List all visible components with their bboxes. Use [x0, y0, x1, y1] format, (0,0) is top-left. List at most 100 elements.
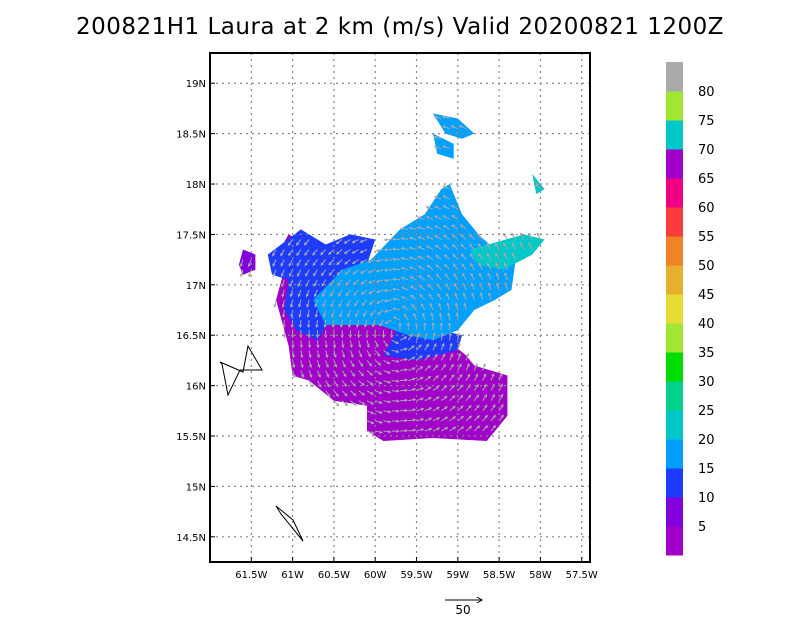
wind-vector-77 [325, 360, 329, 368]
wind-vector-277 [416, 397, 425, 402]
wind-vector-177 [375, 420, 384, 424]
wind-vector-218 [391, 379, 400, 383]
wind-vector-393 [441, 125, 450, 130]
wind-vector-194 [383, 430, 392, 434]
wind-vector-167 [364, 319, 368, 328]
wind-vector-107 [341, 380, 348, 387]
wind-vector-394 [441, 115, 450, 119]
wind-vector-469 [490, 373, 495, 381]
wind-vector-155 [351, 239, 359, 244]
wind-vector-380 [446, 292, 451, 301]
wind-vector-427 [462, 292, 467, 301]
wind-vector-139 [358, 400, 366, 406]
wind-vector-69 [313, 289, 318, 298]
wind-vector-7 [272, 249, 277, 257]
wind-vector-228 [383, 278, 392, 282]
wind-vector-88 [320, 249, 327, 256]
wind-vector-157 [366, 420, 375, 425]
wind-vector-236 [399, 398, 409, 403]
wind-vector-494 [511, 232, 517, 240]
wind-vector-342 [441, 406, 448, 412]
colorbar-label-0: 5 [698, 520, 706, 535]
wind-vector-499 [536, 232, 541, 240]
wind-vector-347 [440, 353, 446, 361]
wind-vector-262 [407, 333, 413, 341]
wind-vector-485 [494, 242, 500, 250]
wind-vector-156 [366, 430, 375, 435]
wind-vector-330 [428, 293, 434, 301]
wind-vector-256 [408, 398, 417, 402]
wind-vector-396 [457, 415, 465, 422]
wind-vector-271 [400, 247, 409, 251]
wind-vector-85 [321, 279, 327, 287]
wind-vector-382 [444, 273, 450, 281]
wind-vector-205 [379, 319, 384, 327]
wind-vector-118 [336, 269, 343, 276]
wind-vector-171 [360, 279, 368, 285]
wind-vector-150 [353, 289, 360, 296]
colorbar-label-11: 60 [698, 201, 715, 216]
wind-vector-423 [465, 373, 471, 381]
wind-vector-193 [367, 259, 376, 263]
coastline-outlines [219, 344, 304, 542]
colorbar-swatch-12 [666, 178, 683, 208]
wind-vector-34 [299, 340, 303, 349]
wind-vector-229 [383, 268, 392, 272]
wind-vector-419 [465, 415, 472, 422]
wind-region-7 [470, 234, 545, 270]
wind-vector-390 [442, 195, 450, 200]
wind-vector-3 [247, 259, 252, 268]
wind-vector-418 [465, 425, 473, 432]
wind-vector-357 [434, 254, 442, 260]
x-tick-label-7: 58W [529, 570, 552, 581]
wind-vector-363 [433, 195, 442, 200]
wind-vector-466 [490, 404, 496, 412]
wind-vector-48 [308, 350, 312, 359]
wind-vector-434 [460, 224, 467, 230]
colorbar-swatch-10 [666, 236, 683, 266]
wind-vector-410 [452, 263, 459, 271]
wind-vector-233 [399, 429, 409, 433]
wind-vector-421 [465, 394, 472, 402]
wind-vector-260 [408, 356, 416, 361]
wind-vector-28 [288, 259, 294, 267]
colorbar-swatch-8 [666, 294, 683, 324]
wind-vector-412 [451, 244, 459, 250]
wind-vector-0 [239, 269, 244, 278]
wind-vector-208 [375, 289, 384, 294]
wind-vector-386 [443, 234, 450, 240]
wind-vector-315 [417, 226, 425, 230]
wind-vector-370 [449, 395, 456, 402]
wind-vector-331 [427, 283, 434, 291]
wind-vector-401 [457, 363, 462, 371]
wind-vector-15 [280, 259, 285, 267]
wind-vector-252 [391, 237, 401, 241]
colorbar-label-13: 70 [698, 143, 715, 158]
wind-vector-473 [487, 262, 492, 270]
wind-vector-110 [341, 350, 346, 358]
wind-vector-42 [296, 259, 302, 267]
wind-vector-222 [391, 339, 399, 344]
wind-vector-200 [383, 370, 391, 374]
wind-vector-71 [313, 269, 318, 277]
wind-vector-209 [375, 279, 384, 283]
colorbar-swatch-4 [666, 410, 683, 440]
wind-vector-438 [473, 404, 480, 412]
x-tick-label-5: 59W [447, 570, 470, 581]
wind-vector-246 [392, 297, 401, 301]
colorbar-swatch-2 [666, 468, 683, 498]
wind-vector-445 [470, 272, 475, 281]
wind-vector-319 [432, 406, 440, 412]
wind-vector-452 [482, 404, 488, 412]
wind-vector-462 [477, 243, 483, 250]
wind-vector-243 [398, 322, 402, 331]
wind-region-4 [313, 184, 516, 341]
wind-vector-306 [421, 312, 426, 321]
wind-vector-426 [463, 302, 467, 311]
wind-vector-416 [451, 204, 459, 210]
wind-region-8 [532, 174, 545, 195]
colorbar-label-1: 10 [698, 491, 715, 506]
wind-vector-294 [408, 226, 417, 230]
wind-vector-406 [454, 302, 459, 311]
wind-vector-272 [400, 237, 409, 241]
